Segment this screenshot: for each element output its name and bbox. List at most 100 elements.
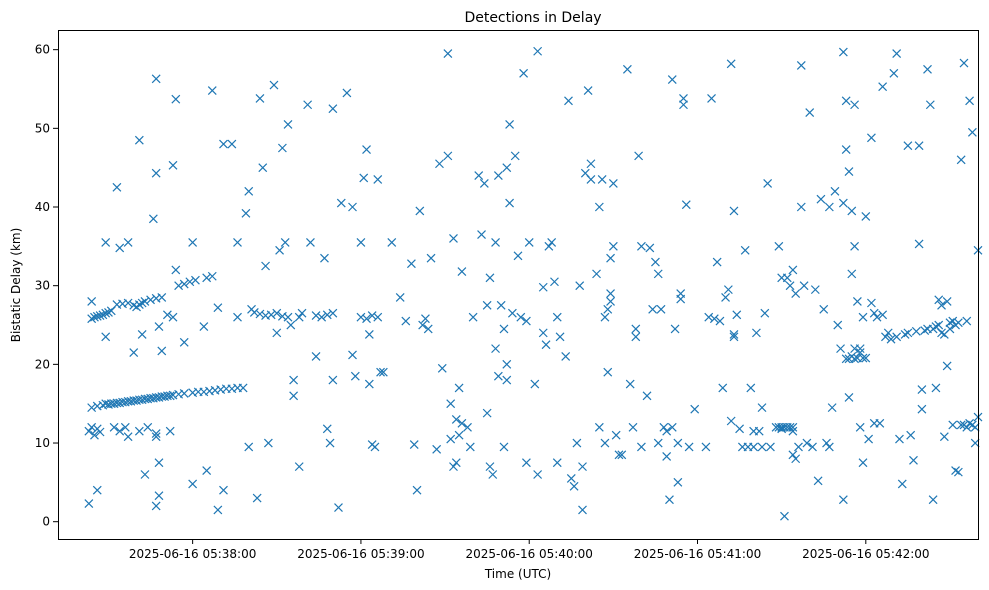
data-point: [449, 462, 458, 472]
data-point: [550, 277, 559, 287]
data-point: [432, 444, 442, 454]
data-point: [597, 175, 607, 184]
data-point: [665, 495, 674, 505]
data-point: [850, 100, 860, 110]
data-point: [788, 422, 798, 432]
data-point: [146, 295, 155, 305]
data-point: [513, 251, 523, 261]
y-tick-label: 30: [35, 279, 50, 293]
data-point: [120, 422, 130, 432]
data-point: [608, 178, 618, 188]
data-point: [134, 135, 144, 145]
y-tick-label: 20: [35, 357, 50, 371]
data-point: [516, 312, 526, 322]
data-point: [137, 298, 147, 308]
data-point: [606, 296, 615, 306]
data-point: [900, 330, 910, 339]
data-point: [855, 422, 865, 432]
data-point: [244, 442, 254, 452]
data-point: [241, 208, 251, 218]
data-point: [903, 141, 913, 151]
data-point: [948, 316, 958, 326]
data-point: [485, 462, 495, 472]
data-point: [171, 94, 181, 104]
x-tick-label: 2025-06-16 05:39:00: [297, 547, 424, 561]
data-point: [140, 296, 150, 306]
data-point: [272, 308, 282, 318]
data-point: [317, 312, 327, 322]
data-point: [219, 485, 228, 495]
data-point: [446, 434, 456, 444]
data-point: [586, 175, 596, 184]
data-point: [617, 450, 627, 460]
data-point: [847, 206, 857, 216]
data-point: [751, 328, 761, 338]
data-point: [586, 159, 596, 169]
data-point: [892, 332, 902, 342]
data-point: [320, 253, 329, 263]
data-point: [547, 237, 557, 247]
data-point: [575, 281, 585, 291]
data-point: [766, 442, 775, 452]
data-point: [252, 493, 262, 503]
data-point: [477, 230, 486, 239]
data-point: [244, 186, 254, 196]
data-point: [662, 426, 672, 436]
data-point: [109, 422, 119, 432]
data-point: [185, 277, 195, 287]
data-point: [636, 241, 646, 251]
data-point: [325, 438, 335, 448]
data-point: [454, 383, 464, 393]
data-point: [482, 408, 492, 418]
data-point: [493, 171, 503, 180]
data-point: [709, 314, 719, 324]
data-point: [712, 257, 722, 267]
data-point: [656, 304, 666, 314]
data-point: [443, 151, 453, 161]
data-point: [92, 485, 102, 495]
data-point: [718, 383, 728, 393]
data-point: [123, 432, 133, 442]
data-point: [510, 151, 520, 161]
data-point: [934, 295, 944, 305]
data-point: [488, 470, 498, 479]
y-tick-label: 0: [42, 515, 50, 529]
data-point: [796, 202, 806, 212]
data-point: [855, 344, 865, 354]
data-point: [538, 282, 548, 292]
data-point: [962, 316, 972, 326]
data-point: [162, 310, 172, 320]
data-point: [920, 326, 930, 335]
data-point: [269, 80, 279, 90]
x-tick-label: 2025-06-16 05:42:00: [802, 547, 929, 561]
data-point: [457, 267, 467, 276]
data-point: [272, 328, 282, 338]
data-point: [137, 330, 147, 339]
data-point: [583, 86, 593, 96]
data-point: [956, 420, 966, 430]
data-point: [735, 424, 745, 434]
data-point: [505, 198, 515, 208]
data-point: [499, 324, 509, 334]
data-point: [219, 139, 228, 149]
data-point: [810, 285, 820, 295]
data-point: [328, 308, 338, 318]
data-point: [653, 269, 663, 279]
data-point: [914, 141, 924, 151]
data-point: [561, 352, 571, 361]
data-point: [84, 499, 94, 509]
data-point: [95, 311, 105, 320]
data-point: [364, 379, 374, 389]
data-point: [785, 281, 795, 291]
data-point: [151, 429, 161, 439]
data-point: [603, 304, 613, 314]
data-point: [945, 318, 955, 328]
data-point: [140, 470, 150, 479]
data-point: [451, 458, 461, 468]
data-point: [322, 310, 332, 320]
data-point: [917, 404, 927, 414]
data-point: [830, 186, 840, 196]
data-point: [151, 432, 161, 442]
data-point: [328, 375, 338, 385]
